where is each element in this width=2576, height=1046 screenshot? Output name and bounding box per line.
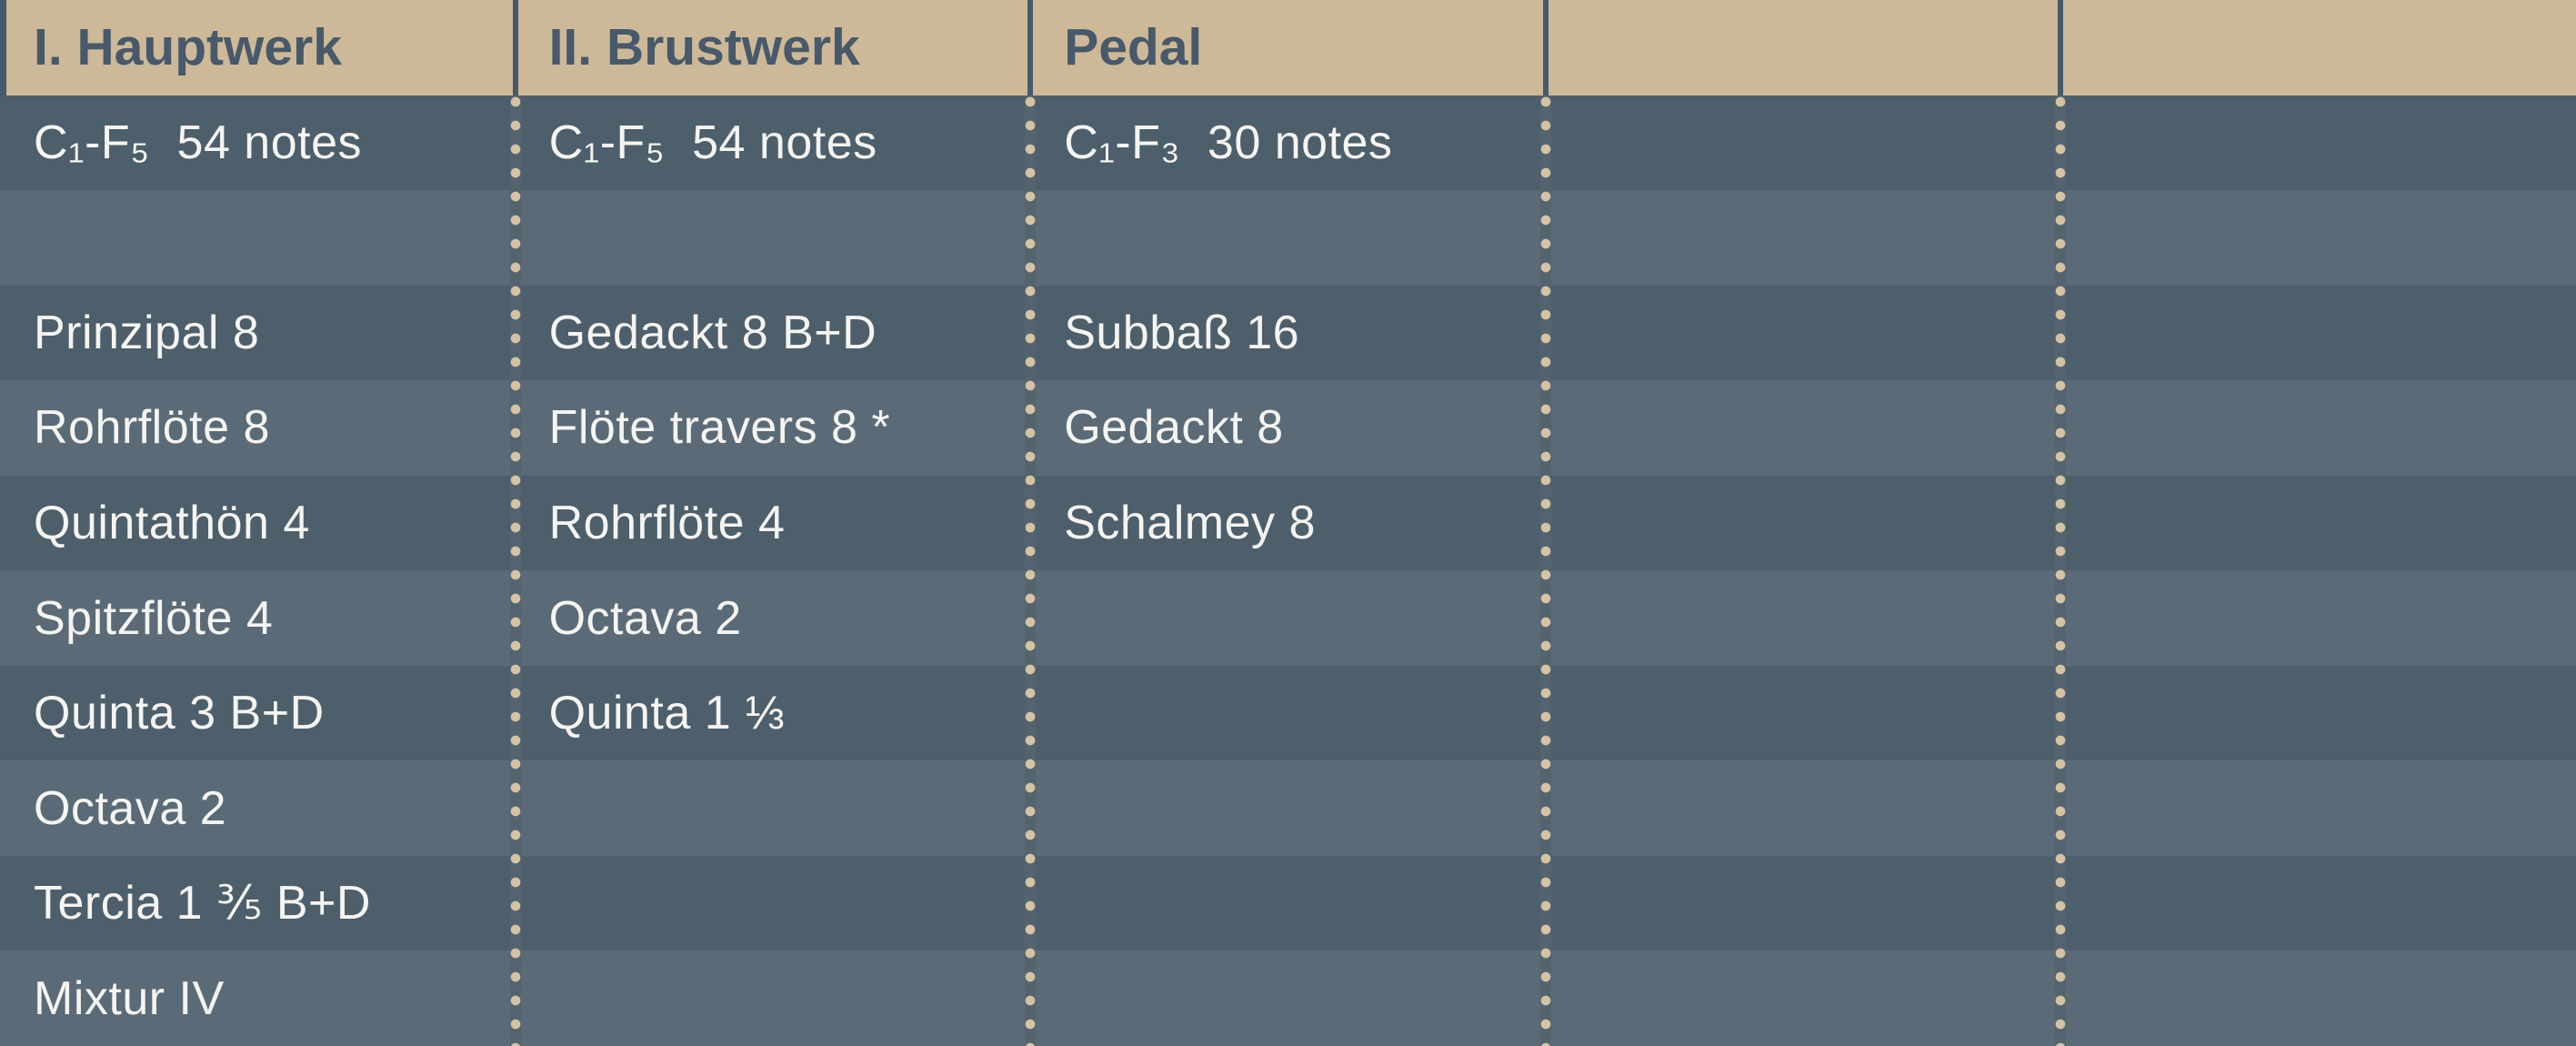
stop-cell-r7-pedal [1030, 856, 1546, 951]
header-cell-label-pedal: Pedal [1064, 17, 1203, 76]
header-cell-empty-4 [1546, 0, 2061, 96]
stop-cell-r3-label-pedal: Schalmey 8 [1064, 497, 1316, 549]
stop-cell-r1-label-brustwerk: Gedackt 8 B+D [548, 306, 877, 359]
stop-cell-r2-label-brustwerk: Flöte travers 8 * [548, 401, 891, 455]
stop-cell-r5-empty-4 [1546, 666, 2061, 761]
stop-cell-r7-brustwerk [516, 856, 1031, 951]
header-separator-line-4 [2058, 0, 2064, 96]
stop-cell-r7-empty-4 [1546, 856, 2061, 951]
header-cell-pedal: Pedal [1030, 0, 1546, 96]
dotted-column-separator-1 [508, 96, 522, 1046]
header-cell-empty-5 [2060, 0, 2576, 96]
header-row: I. Hauptwerk II. Brustwerk Pedal [0, 0, 2576, 96]
stop-cell-r6-empty-5 [2060, 760, 2576, 856]
header-separator-line-1 [512, 0, 518, 96]
stop-cell-r2-label-pedal: Gedackt 8 [1064, 401, 1284, 455]
compass-row: C₁-F₅ 54 notes C₁-F₅ 54 notes C₁-F₃ 30 not… [0, 95, 2576, 191]
stop-cell-r4-brustwerk: Octava 2 [516, 570, 1031, 666]
table-row: Spitzflöte 4 Octava 2 [0, 570, 2576, 666]
table-row: Prinzipal 8 Gedackt 8 B+D Subbaß 16 [0, 285, 2576, 381]
compass-cell-label-brustwerk: C₁-F₅ 54 notes [548, 116, 877, 169]
stop-cell-r8-brustwerk [516, 950, 1031, 1046]
stop-cell-r5-hauptwerk: Quinta 3 B+D [0, 666, 516, 761]
stop-cell-r2-empty-5 [2060, 380, 2576, 476]
header-cell-label-brustwerk: II. Brustwerk [548, 17, 860, 76]
table-row: Tercia 1 ⅗ B+D [0, 855, 2576, 951]
stop-cell-r5-label-brustwerk: Quinta 1 ⅓ [548, 687, 785, 740]
stop-cell-r1-pedal: Subbaß 16 [1030, 286, 1546, 381]
stop-cell-r2-pedal: Gedackt 8 [1030, 380, 1546, 476]
stop-cell-r1-empty-4 [1546, 286, 2061, 381]
stop-cell-r2-label-hauptwerk: Rohrflöte 8 [34, 401, 270, 455]
header-cell-hauptwerk: I. Hauptwerk [0, 0, 516, 96]
table-row: Octava 2 [0, 760, 2576, 856]
stop-cell-r8-hauptwerk: Mixtur IV [0, 950, 516, 1046]
stop-cell-r1-empty-5 [2060, 286, 2576, 381]
stop-cell-r4-hauptwerk: Spitzflöte 4 [0, 570, 516, 666]
stop-cell-r5-label-hauptwerk: Quinta 3 B+D [34, 687, 325, 740]
compass-cell-pedal: C₁-F₃ 30 notes [1030, 96, 1546, 191]
stop-cell-r8-empty-4 [1546, 950, 2061, 1046]
compass-cell-label-hauptwerk: C₁-F₅ 54 notes [34, 116, 363, 169]
stop-cell-r8-label-hauptwerk: Mixtur IV [34, 971, 225, 1025]
spacer-cell-brustwerk [516, 190, 1031, 286]
compass-cell-label-pedal: C₁-F₃ 30 notes [1064, 116, 1393, 169]
stop-cell-r2-empty-4 [1546, 380, 2061, 476]
stop-cell-r7-hauptwerk: Tercia 1 ⅗ B+D [0, 856, 516, 951]
stop-cell-r4-label-hauptwerk: Spitzflöte 4 [34, 591, 274, 645]
header-separator-line-3 [1542, 0, 1549, 96]
stop-cell-r3-empty-5 [2060, 476, 2576, 571]
spacer-row [0, 190, 2576, 286]
stop-cell-r3-empty-4 [1546, 476, 2061, 571]
stop-cell-r3-pedal: Schalmey 8 [1030, 476, 1546, 571]
stop-cell-r4-empty-4 [1546, 570, 2061, 666]
stop-cell-r1-hauptwerk: Prinzipal 8 [0, 286, 516, 381]
stop-cell-r3-hauptwerk: Quintathön 4 [0, 476, 516, 571]
stop-cell-r5-pedal [1030, 666, 1546, 761]
compass-cell-brustwerk: C₁-F₅ 54 notes [516, 96, 1031, 191]
stop-cell-r6-hauptwerk: Octava 2 [0, 760, 516, 856]
dotted-column-separator-3 [1539, 96, 1552, 1046]
spacer-cell-empty-5 [2060, 190, 2576, 286]
dotted-column-separator-2 [1024, 96, 1037, 1046]
stop-cell-r6-pedal [1030, 760, 1546, 856]
stop-cell-r6-brustwerk [516, 760, 1031, 856]
stop-cell-r7-empty-5 [2060, 856, 2576, 951]
stop-cell-r5-brustwerk: Quinta 1 ⅓ [516, 666, 1031, 761]
stop-cell-r3-brustwerk: Rohrflöte 4 [516, 476, 1031, 571]
stop-cell-r2-hauptwerk: Rohrflöte 8 [0, 380, 516, 476]
header-cell-brustwerk: II. Brustwerk [516, 0, 1031, 96]
stop-cell-r7-label-hauptwerk: Tercia 1 ⅗ B+D [34, 877, 371, 930]
stop-cell-r4-label-brustwerk: Octava 2 [548, 591, 742, 645]
stop-cell-r5-empty-5 [2060, 666, 2576, 761]
header-left-edge-line [0, 0, 6, 96]
spacer-cell-hauptwerk [0, 190, 516, 286]
stop-cell-r1-label-hauptwerk: Prinzipal 8 [34, 306, 260, 359]
stop-cell-r3-label-hauptwerk: Quintathön 4 [34, 497, 310, 549]
header-cell-label-hauptwerk: I. Hauptwerk [34, 17, 342, 76]
compass-cell-empty-4 [1546, 96, 2061, 191]
compass-cell-empty-5 [2060, 96, 2576, 191]
stop-cell-r8-pedal [1030, 950, 1546, 1046]
stop-cell-r2-brustwerk: Flöte travers 8 * [516, 380, 1031, 476]
dotted-column-separator-4 [2054, 96, 2068, 1046]
stop-cell-r4-pedal [1030, 570, 1546, 666]
table-row: Mixtur IV [0, 950, 2576, 1046]
table-row: Quintathön 4 Rohrflöte 4 Schalmey 8 [0, 475, 2576, 571]
compass-cell-hauptwerk: C₁-F₅ 54 notes [0, 96, 516, 191]
stop-cell-r6-empty-4 [1546, 760, 2061, 856]
stop-cell-r3-label-brustwerk: Rohrflöte 4 [548, 497, 786, 549]
spacer-cell-empty-4 [1546, 190, 2061, 286]
header-separator-line-2 [1027, 0, 1034, 96]
stop-cell-r1-brustwerk: Gedackt 8 B+D [516, 286, 1031, 381]
table-row: Rohrflöte 8 Flöte travers 8 * Gedackt 8 [0, 380, 2576, 476]
stop-cell-r4-empty-5 [2060, 570, 2576, 666]
stop-cell-r1-label-pedal: Subbaß 16 [1064, 306, 1300, 359]
table-row: Quinta 3 B+D Quinta 1 ⅓ [0, 665, 2576, 761]
stop-cell-r8-empty-5 [2060, 950, 2576, 1046]
spacer-cell-pedal [1030, 190, 1546, 286]
stop-cell-r6-label-hauptwerk: Octava 2 [34, 781, 227, 835]
